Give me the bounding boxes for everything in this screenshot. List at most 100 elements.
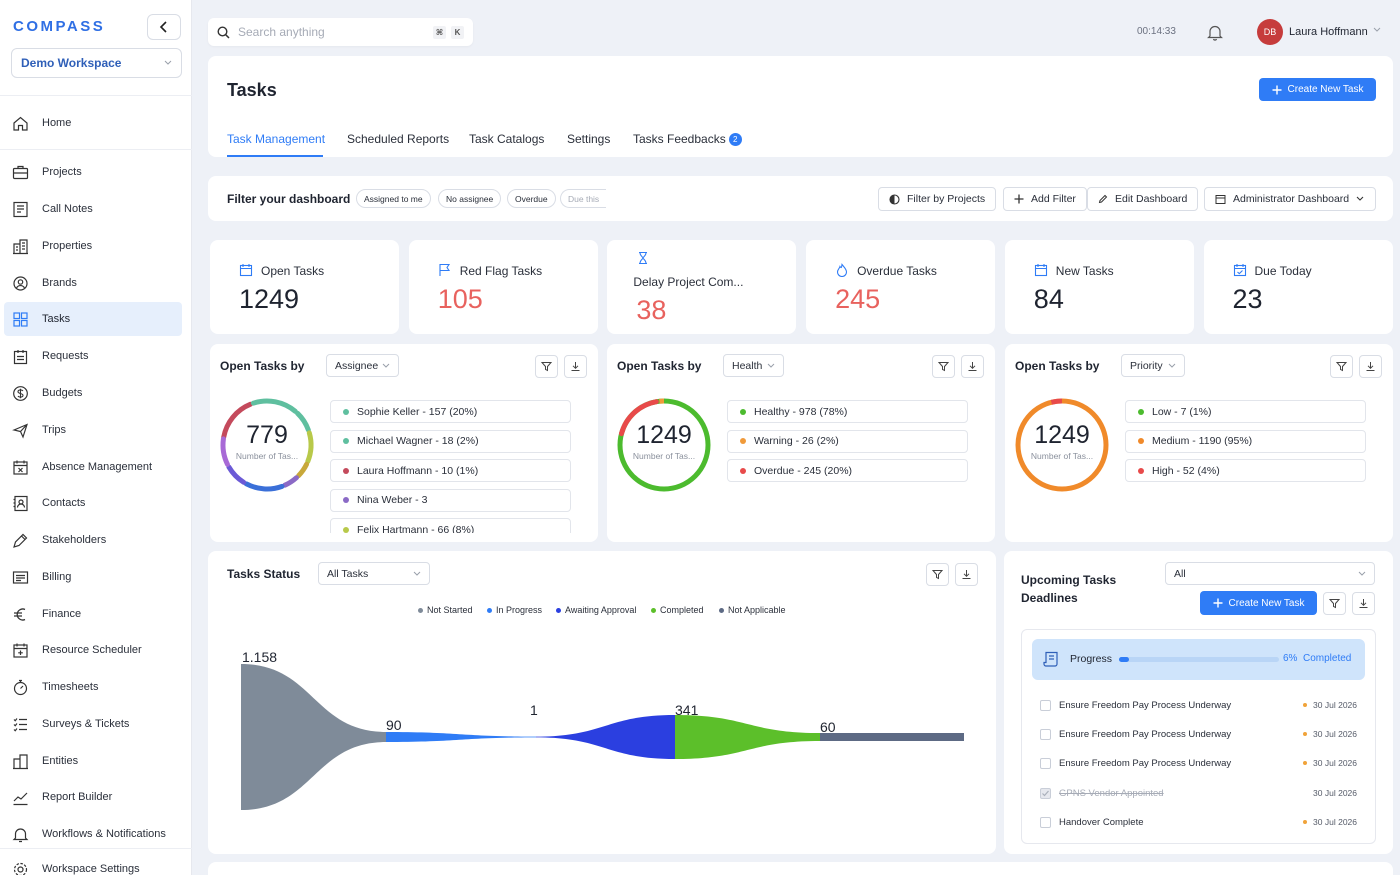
task-row[interactable]: Handover Complete 30 Jul 2026 (1040, 814, 1360, 830)
administrator-dashboard-select[interactable]: Administrator Dashboard (1204, 187, 1376, 211)
sidebar-item-tasks[interactable]: Tasks (4, 302, 182, 336)
download-button[interactable] (961, 355, 984, 378)
tab-task-management[interactable]: Task Management (227, 132, 326, 146)
legend-item[interactable]: Overdue - 245 (20%) (727, 459, 968, 482)
legend-item[interactable]: Medium - 1190 (95%) (1125, 429, 1366, 453)
sidebar-item-trips[interactable]: Trips (4, 413, 182, 447)
sidebar-item-label: Home (42, 117, 72, 129)
chart-legend-item[interactable]: In Progress (487, 605, 542, 615)
filter-by-projects-button[interactable]: Filter by Projects (878, 187, 997, 211)
task-row[interactable]: GPNS Vendor Appointed 30 Jul 2026 (1040, 785, 1360, 801)
workspace-select[interactable]: Demo Workspace (11, 48, 182, 78)
legend-item[interactable]: Michael Wagner - 18 (2%) (330, 429, 571, 453)
group-by-select[interactable]: Health (723, 354, 784, 377)
download-button[interactable] (564, 355, 587, 378)
sidebar-item-label: Billing (42, 571, 72, 583)
stopwatch-icon (12, 679, 29, 696)
chart-legend-item[interactable]: Awaiting Approval (556, 605, 636, 615)
sidebar-item-brands[interactable]: Brands (4, 266, 182, 300)
task-checkbox[interactable] (1040, 816, 1051, 828)
sidebar-item-projects[interactable]: Projects (4, 155, 182, 189)
sidebar-item-requests[interactable]: Requests (4, 339, 182, 373)
legend-item[interactable]: Felix Hartmann - 66 (8%) (330, 518, 571, 533)
tab-tasks-feedbacks[interactable]: Tasks Feedbacks 2 (633, 132, 742, 146)
sidebar-item-workspace-settings[interactable]: Workspace Settings (4, 852, 182, 875)
upcoming-filter-select[interactable]: All (1165, 562, 1375, 585)
chip-no-assignee[interactable]: No assignee (438, 189, 502, 208)
add-filter-button[interactable]: Add Filter (1003, 187, 1087, 211)
chart-legend-item[interactable]: Not Started (418, 605, 473, 615)
chevron-down-icon[interactable] (1373, 27, 1381, 33)
task-checkbox[interactable] (1040, 728, 1051, 740)
download-button[interactable] (955, 563, 978, 586)
tab-task-catalogs[interactable]: Task Catalogs (469, 132, 545, 146)
task-row[interactable]: Ensure Freedom Pay Process Underway 30 Ju… (1040, 726, 1360, 742)
stat-card[interactable] (1203, 240, 1393, 334)
chart-legend-item[interactable]: Completed (651, 605, 704, 615)
sidebar-item-stakeholders[interactable]: Stakeholders (4, 523, 182, 557)
chart-area-segment (820, 733, 964, 741)
legend-item[interactable]: High - 52 (4%) (1125, 459, 1366, 482)
user-name[interactable]: Laura Hoffmann (1289, 26, 1368, 38)
sidebar-item-resource-scheduler[interactable]: Resource Scheduler (4, 633, 182, 667)
progress-fill (1119, 657, 1129, 662)
create-new-task-button-upcoming[interactable]: Create New Task (1200, 591, 1317, 615)
chip-overdue[interactable]: Overdue (507, 189, 556, 208)
filter-button[interactable] (1323, 592, 1346, 615)
panel-title: Open Tasks by (220, 359, 305, 373)
legend-item[interactable]: Nina Weber - 3 (330, 488, 571, 512)
add-filter-label: Add Filter (1031, 193, 1076, 205)
sidebar-item-budgets[interactable]: Budgets (4, 376, 182, 410)
task-checkbox[interactable] (1040, 787, 1051, 799)
legend-item[interactable]: Laura Hoffmann - 10 (1%) (330, 459, 571, 482)
filter-button[interactable] (932, 355, 955, 378)
donut-segment (220, 436, 230, 467)
filter-button[interactable] (535, 355, 558, 378)
download-button[interactable] (1359, 355, 1382, 378)
tasks-status-select[interactable]: All Tasks (318, 562, 430, 585)
edit-dashboard-button[interactable]: Edit Dashboard (1087, 187, 1199, 211)
stat-card[interactable] (1004, 240, 1194, 334)
sidebar-item-entities[interactable]: Entities (4, 744, 182, 778)
sidebar-item-properties[interactable]: Properties (4, 229, 182, 263)
sidebar-item-surveys-tickets[interactable]: Surveys & Tickets (4, 707, 182, 741)
sidebar-item-call-notes[interactable]: Call Notes (4, 192, 182, 226)
sidebar-item-billing[interactable]: Billing (4, 560, 182, 594)
collapse-sidebar-button[interactable] (147, 14, 181, 40)
legend-item[interactable]: Healthy - 978 (78%) (727, 400, 968, 423)
sidebar-item-absence-management[interactable]: Absence Management (4, 450, 182, 484)
stat-card[interactable] (408, 240, 598, 334)
search-input[interactable]: Search anything ⌘ K (208, 18, 473, 46)
filter-button[interactable] (1330, 355, 1353, 378)
tab-scheduled-reports[interactable]: Scheduled Reports (347, 132, 450, 146)
sidebar-item-contacts[interactable]: Contacts (4, 486, 182, 520)
stat-card[interactable] (806, 240, 996, 334)
task-row[interactable]: Ensure Freedom Pay Process Underway 30 Ju… (1040, 697, 1360, 713)
sidebar-item-report-builder[interactable]: Report Builder (4, 780, 182, 814)
group-by-select[interactable]: Assignee (326, 354, 399, 377)
task-row[interactable]: Ensure Freedom Pay Process Underway 30 Ju… (1040, 755, 1360, 771)
stat-card[interactable] (210, 240, 399, 334)
tab-settings[interactable]: Settings (567, 132, 611, 146)
chip-due-this[interactable]: Due this (560, 189, 607, 208)
sidebar-item-home[interactable]: Home (4, 106, 182, 140)
avatar[interactable]: DB (1257, 19, 1283, 45)
task-checkbox[interactable] (1040, 757, 1051, 769)
group-by-select[interactable]: Priority (1121, 354, 1185, 377)
stat-card[interactable] (607, 240, 797, 334)
sidebar-item-finance[interactable]: Finance (4, 597, 182, 631)
chart-legend-item[interactable]: Not Applicable (719, 605, 786, 615)
create-new-task-button[interactable]: Create New Task (1259, 78, 1376, 101)
sidebar-item-workflows-notifications[interactable]: Workflows & Notifications (4, 817, 182, 851)
chip-assigned-to-me[interactable]: Assigned to me (356, 189, 431, 208)
legend-item[interactable]: Warning - 26 (2%) (727, 429, 968, 453)
legend-item[interactable]: Sophie Keller - 157 (20%) (330, 400, 571, 423)
sidebar-item-timesheets[interactable]: Timesheets (4, 670, 182, 704)
legend-item[interactable]: Low - 7 (1%) (1125, 400, 1366, 423)
legend-dot (556, 607, 561, 613)
download-button[interactable] (1352, 592, 1375, 615)
notifications-button[interactable] (1207, 24, 1223, 41)
task-checkbox[interactable] (1040, 699, 1051, 711)
donut-segment (1050, 398, 1063, 405)
filter-button[interactable] (926, 563, 949, 586)
